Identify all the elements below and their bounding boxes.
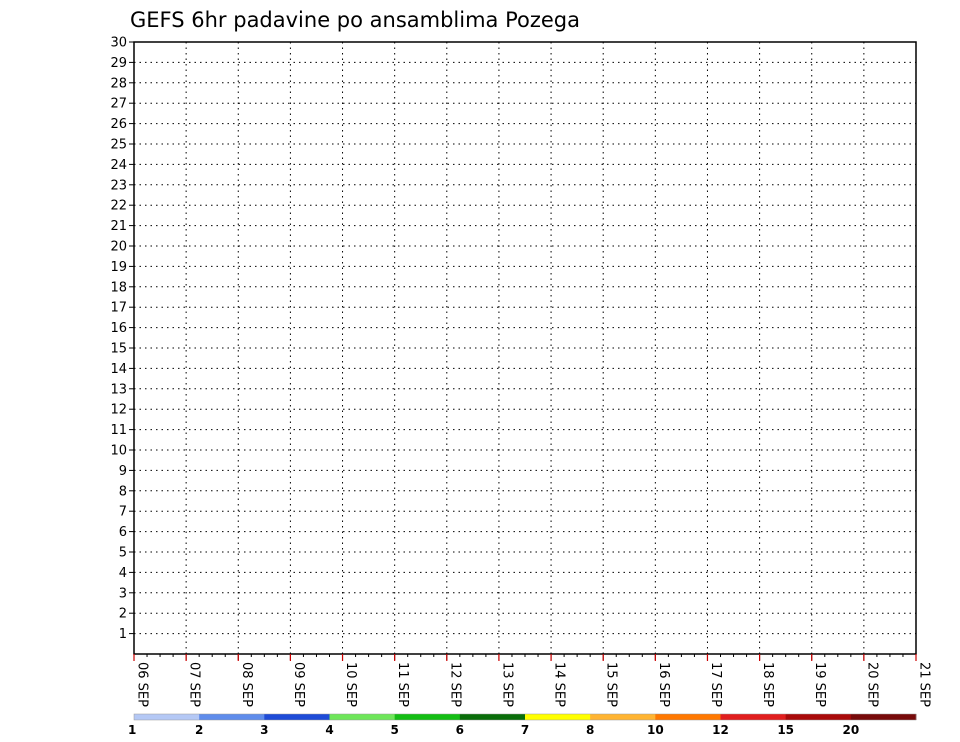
y-tick-label: 8 (119, 484, 127, 499)
y-tick-label: 9 (119, 464, 127, 479)
legend-swatch (264, 714, 330, 720)
x-tick-label: 20 SEP (864, 662, 879, 707)
grid-lines (134, 42, 916, 654)
x-tick-label: 15 SEP (604, 662, 619, 707)
x-tick-label: 10 SEP (343, 662, 358, 707)
x-tick-label: 18 SEP (760, 662, 775, 707)
legend-swatch (394, 714, 461, 720)
legend-label: 8 (586, 723, 594, 737)
y-tick-label: 4 (119, 566, 127, 581)
y-tick-label: 18 (110, 280, 127, 295)
legend-swatch (525, 714, 591, 720)
legend-swatch (655, 714, 721, 720)
y-tick-label: 3 (119, 586, 127, 601)
y-tick-label: 27 (110, 97, 127, 112)
y-tick-label: 26 (110, 117, 127, 132)
y-tick-label: 20 (110, 240, 127, 255)
y-tick-label: 10 (110, 444, 127, 459)
legend-label: 7 (521, 723, 529, 737)
x-tick-label: 11 SEP (395, 662, 410, 707)
legend-label: 2 (195, 723, 203, 737)
y-tick-label: 1 (119, 627, 127, 642)
y-tick-label: 19 (110, 260, 127, 275)
y-tick-label: 28 (110, 76, 127, 91)
legend-label: 12 (712, 723, 729, 737)
legend-label: 10 (647, 723, 664, 737)
y-tick-label: 5 (119, 546, 127, 561)
chart-title: GEFS 6hr padavine po ansamblima Pozega (130, 8, 580, 32)
x-axis-ticks: 06 SEP 07 SEP 08 SEP 09 SEP 10 SEP 11 SEP 12 S… (133, 654, 932, 707)
x-tick-label: 16 SEP (656, 662, 671, 707)
y-tick-label: 22 (110, 199, 127, 214)
legend-swatch (590, 714, 656, 720)
legend-label: 6 (456, 723, 464, 737)
y-tick-label: 23 (110, 178, 127, 193)
legend-swatch (459, 714, 526, 720)
x-tick-label: 14 SEP (552, 662, 567, 707)
y-tick-label: 14 (110, 362, 127, 377)
legend-label: 1 (128, 723, 136, 737)
y-tick-label: 11 (110, 423, 127, 438)
legend-label: 15 (777, 723, 794, 737)
legend-swatch (329, 714, 396, 720)
x-tick-label: 17 SEP (708, 662, 723, 707)
y-tick-label: 2 (119, 607, 127, 622)
y-tick-label: 21 (110, 219, 127, 234)
y-tick-label: 30 (110, 36, 127, 51)
y-tick-label: 12 (110, 403, 127, 418)
y-tick-label: 16 (110, 321, 127, 336)
x-tick-label: 21 SEP (917, 662, 932, 707)
y-axis-ticks: 1234567891011121314151617181920212223242… (110, 36, 134, 642)
y-tick-label: 15 (110, 342, 127, 357)
x-tick-label: 13 SEP (499, 662, 514, 707)
legend-label: 20 (842, 723, 859, 737)
legend-label: 5 (390, 723, 398, 737)
x-tick-label: 07 SEP (187, 662, 202, 707)
y-tick-label: 25 (110, 138, 127, 153)
x-tick-label: 19 SEP (812, 662, 827, 707)
x-tick-label: 06 SEP (135, 662, 150, 707)
y-tick-label: 6 (119, 525, 127, 540)
y-tick-label: 29 (110, 56, 127, 71)
y-tick-label: 13 (110, 382, 127, 397)
legend-bar-outline (133, 713, 917, 721)
legend-swatch (720, 714, 787, 720)
legend-swatch (850, 714, 917, 720)
y-tick-label: 24 (110, 158, 127, 173)
y-tick-label: 7 (119, 505, 127, 520)
x-tick-label: 12 SEP (447, 662, 462, 707)
legend-swatch (785, 714, 852, 720)
legend-swatch (134, 714, 200, 720)
legend-label: 3 (260, 723, 268, 737)
x-tick-label: 08 SEP (239, 662, 254, 707)
x-tick-label: 09 SEP (291, 662, 306, 707)
legend-swatch (199, 714, 265, 720)
legend-label: 4 (325, 723, 333, 737)
y-tick-label: 17 (110, 301, 127, 316)
color-legend: 1 2 3 4 5 6 7 8 10 12 15 20 (128, 713, 917, 737)
